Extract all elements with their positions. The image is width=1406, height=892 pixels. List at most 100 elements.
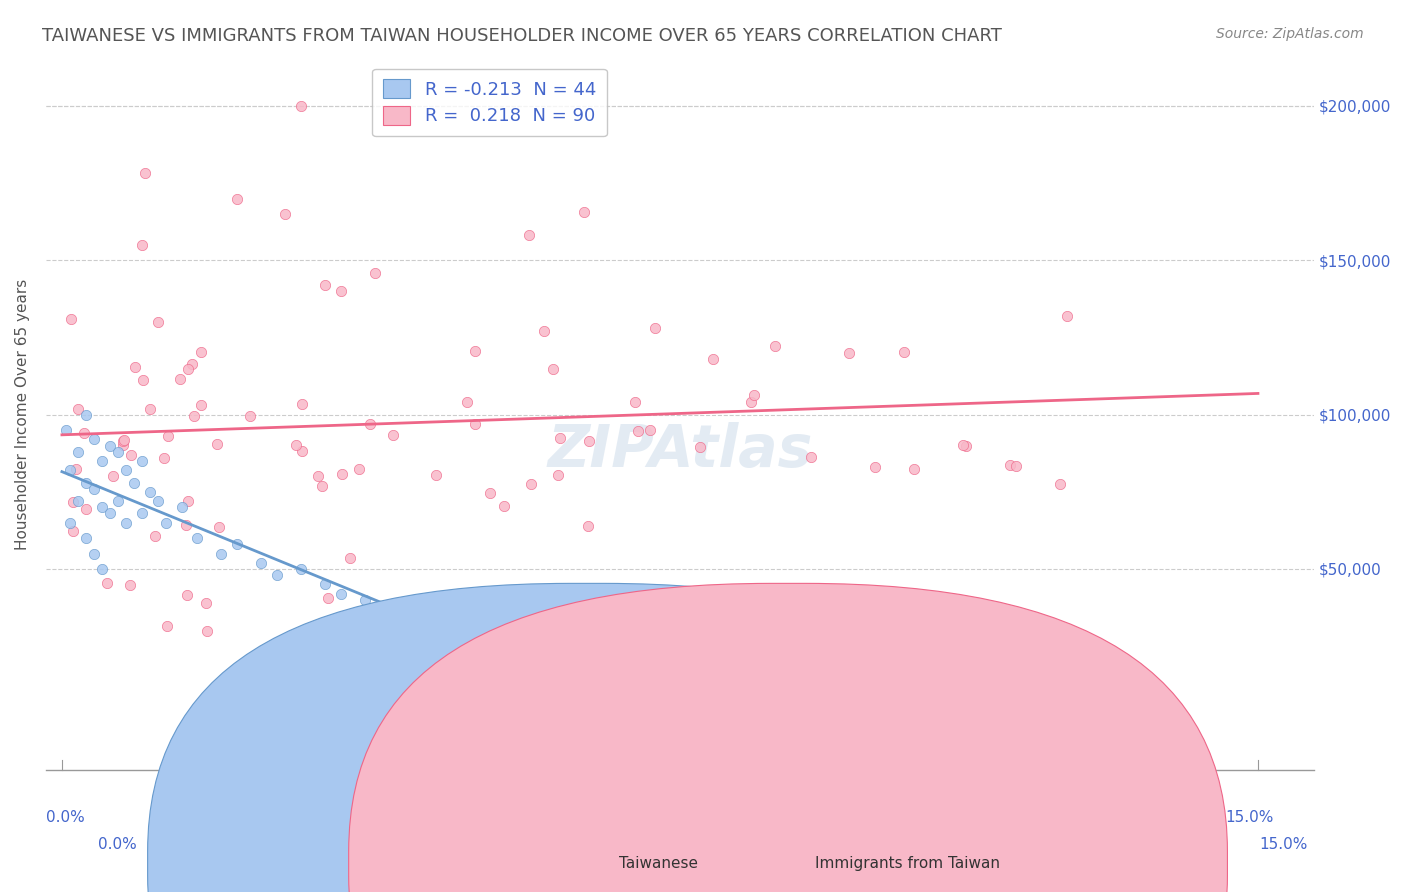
Point xyxy=(55,423,77,437)
Point xyxy=(75,531,97,545)
Point xyxy=(157,429,180,443)
Point xyxy=(59,516,82,530)
Point xyxy=(131,454,153,468)
Point xyxy=(66,494,89,508)
Point xyxy=(90,562,112,576)
Point xyxy=(763,339,786,353)
Point xyxy=(464,343,486,358)
Point xyxy=(533,325,555,339)
Point xyxy=(740,394,762,409)
Point xyxy=(62,524,84,539)
Point xyxy=(425,467,447,482)
Point xyxy=(572,204,595,219)
Point xyxy=(190,398,212,412)
Point xyxy=(107,444,129,458)
Point xyxy=(107,494,129,508)
Point xyxy=(195,596,218,610)
Point xyxy=(98,507,121,521)
Point xyxy=(489,639,512,653)
Point xyxy=(114,463,136,477)
Point xyxy=(330,587,353,601)
Point xyxy=(998,458,1021,472)
Point xyxy=(644,321,666,335)
Point xyxy=(209,547,232,561)
Point xyxy=(66,402,89,417)
Point xyxy=(394,608,416,623)
Point xyxy=(290,562,312,576)
Point xyxy=(266,568,288,582)
Text: Taiwanese: Taiwanese xyxy=(619,856,697,871)
Point xyxy=(627,424,650,438)
Point xyxy=(689,440,711,454)
Point xyxy=(865,459,887,474)
Point xyxy=(75,408,97,422)
Point xyxy=(122,475,145,490)
Point xyxy=(152,451,174,466)
Point xyxy=(83,433,105,447)
Point xyxy=(112,438,135,452)
Point xyxy=(73,426,96,441)
Point xyxy=(75,475,97,490)
Point xyxy=(547,468,569,483)
Point xyxy=(146,494,169,508)
Point xyxy=(181,357,204,371)
Point xyxy=(456,394,478,409)
Point xyxy=(183,409,205,423)
Point xyxy=(952,438,974,452)
Point xyxy=(1049,477,1071,491)
Point xyxy=(381,428,404,442)
Point xyxy=(314,277,336,292)
Point xyxy=(197,624,219,638)
Text: 0.0%: 0.0% xyxy=(46,810,84,825)
Point xyxy=(513,648,536,663)
Point xyxy=(66,444,89,458)
Point xyxy=(205,437,228,451)
Point xyxy=(138,484,160,499)
Point xyxy=(139,401,162,416)
Y-axis label: Householder Income Over 65 years: Householder Income Over 65 years xyxy=(15,279,30,550)
Point xyxy=(208,520,231,534)
Point xyxy=(354,592,377,607)
Point xyxy=(75,502,97,516)
Point xyxy=(347,462,370,476)
Point xyxy=(112,434,135,448)
Point xyxy=(239,409,262,424)
Point xyxy=(291,397,314,411)
Point xyxy=(226,192,249,206)
Point xyxy=(98,438,121,452)
Point xyxy=(955,439,977,453)
Point xyxy=(800,450,823,464)
Point xyxy=(330,467,353,482)
Point xyxy=(90,500,112,515)
Point xyxy=(186,531,208,545)
Point xyxy=(62,495,84,509)
Point xyxy=(143,529,166,543)
Point xyxy=(517,228,540,243)
Point xyxy=(464,417,486,431)
Text: Immigrants from Taiwan: Immigrants from Taiwan xyxy=(815,856,1001,871)
Point xyxy=(131,237,153,252)
Point xyxy=(593,679,616,693)
Point xyxy=(893,344,915,359)
Point xyxy=(520,477,543,491)
Point xyxy=(578,434,600,448)
Point xyxy=(83,547,105,561)
Point xyxy=(702,352,724,367)
Point xyxy=(492,499,515,513)
Point xyxy=(120,448,142,462)
Point xyxy=(177,494,200,508)
Point xyxy=(903,462,925,476)
Point xyxy=(146,315,169,329)
Point xyxy=(307,469,329,483)
Point xyxy=(478,486,501,500)
Point xyxy=(134,166,156,180)
Point xyxy=(131,507,153,521)
Text: Immigrants from Taiwan: Immigrants from Taiwan xyxy=(859,810,1045,825)
Point xyxy=(176,588,198,602)
Point xyxy=(60,311,83,326)
Point xyxy=(177,361,200,376)
Point xyxy=(169,372,191,386)
Text: 0.0%: 0.0% xyxy=(98,838,138,852)
Text: ZIPAtlas: ZIPAtlas xyxy=(547,422,813,479)
Point xyxy=(291,444,314,458)
